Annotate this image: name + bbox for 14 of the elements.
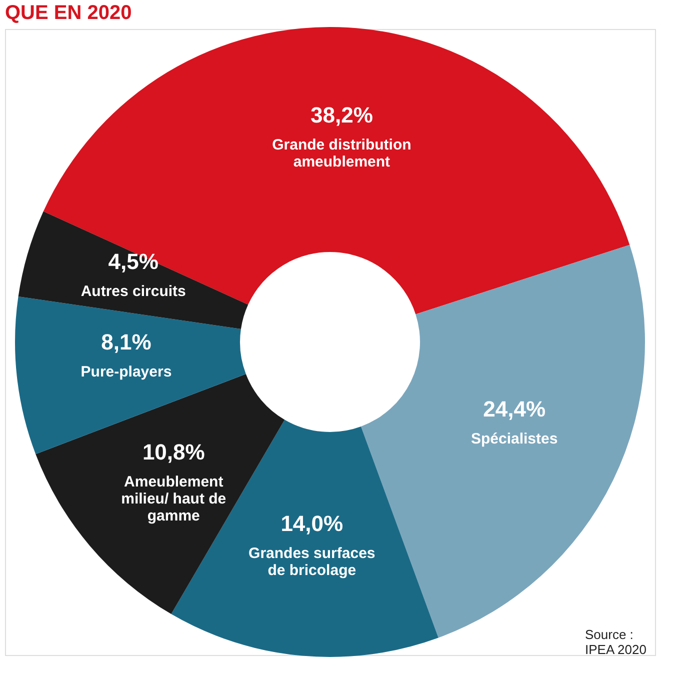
data-label: 14,0% — [280, 511, 344, 536]
slice-label: Spécialistes — [470, 430, 558, 448]
slice-label: Grandes surfaces de bricolage — [248, 545, 376, 580]
data-label: 4,5% — [108, 249, 158, 274]
slice-label: Autres circuits — [80, 283, 186, 300]
slice-label: Ameublement milieu/ haut de gamme — [121, 474, 226, 525]
data-label: 24,4% — [483, 396, 546, 422]
data-label: 8,1% — [101, 329, 152, 354]
data-label: 38,2% — [310, 102, 373, 128]
source-note: Source : IPEA 2020 — [585, 627, 646, 657]
slice-label: Pure-players — [80, 363, 172, 380]
data-label: 10,8% — [142, 440, 205, 465]
slice-label: Grande distribution ameublement — [272, 136, 412, 170]
chart-title: QUE EN 2020 — [5, 2, 132, 24]
